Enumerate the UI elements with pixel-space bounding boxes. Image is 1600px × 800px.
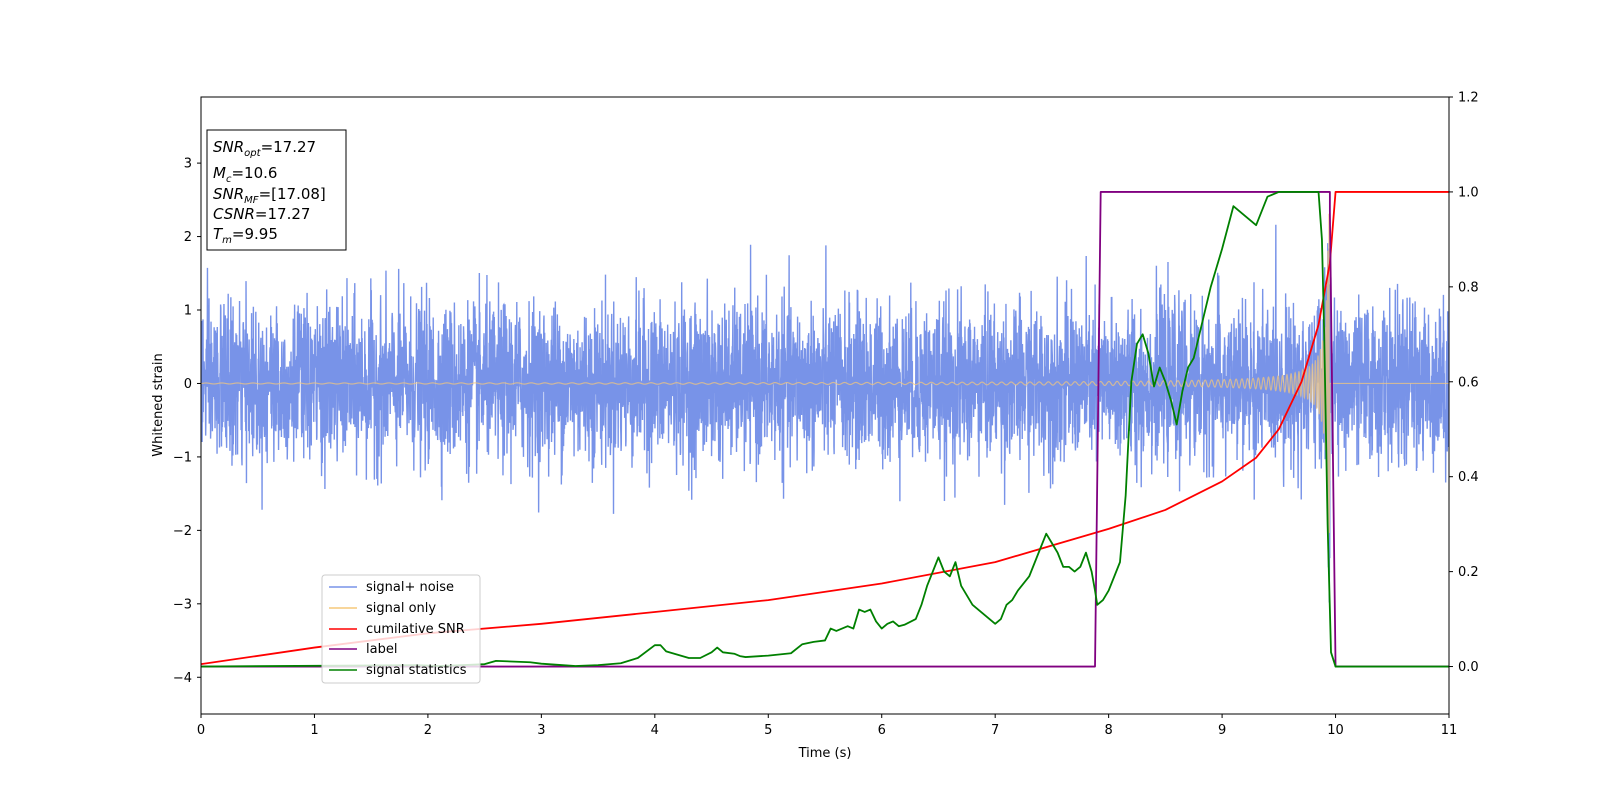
series-cumulative-snr: [201, 191, 1449, 666]
y-left-tick-label: 2: [184, 230, 192, 245]
legend-label-cumulative-snr: cumilative SNR: [366, 622, 465, 637]
x-tick-label: 7: [991, 723, 999, 738]
x-tick-label: 1: [310, 723, 318, 738]
x-tick-label: 9: [1218, 723, 1226, 738]
x-tick-label: 8: [1104, 723, 1112, 738]
y-axis-title: Whitened strain: [151, 353, 166, 456]
series-signal-only: [201, 213, 1449, 548]
y-left-tick-label: −4: [173, 671, 192, 686]
legend-label-signal-only: signal only: [366, 601, 436, 616]
y-right-tick-label: 0.4: [1458, 470, 1479, 485]
info-mc: Mc=10.6: [213, 164, 277, 185]
plot-frame: [200, 96, 1450, 715]
info-csnr: CSNR=17.27: [213, 205, 310, 223]
y-right-tick-label: 0.6: [1458, 375, 1479, 390]
legend-label-signal-statistics: signal statistics: [366, 663, 467, 678]
x-tick-label: 0: [197, 723, 205, 738]
x-tick-label: 4: [651, 723, 659, 738]
axes-layer: 0 1 2 3 4 5 6 7 8 9 10 11 −4 −3 −2 −1 0 1 2 3 0.0 0.2 0.4 0.6 0.…: [173, 91, 1479, 739]
y-left-tick-label: −2: [173, 524, 192, 539]
legend-frame: [321, 574, 481, 684]
info-snr-mf: SNRMF=[17.08]: [213, 185, 326, 206]
legend-label-label: label: [366, 642, 397, 657]
y-right-tick-label: 1.2: [1458, 91, 1479, 106]
y-left-tick-label: 1: [184, 304, 192, 319]
x-tick-label: 2: [424, 723, 432, 738]
y-left-tick-label: 3: [184, 157, 192, 172]
x-axis-title: Time (s): [798, 746, 852, 761]
x-tick-label: 10: [1327, 723, 1344, 738]
y-right-tick-label: 0.8: [1458, 280, 1479, 295]
info-box: SNRopt=17.27 Mc=10.6 SNRMF=[17.08] CSNR=…: [206, 129, 347, 251]
legend: signal+ noise signal only cumilative SNR…: [321, 574, 481, 684]
x-tick-label: 6: [878, 723, 886, 738]
y-right-tick-label: 0.2: [1458, 565, 1479, 580]
x-tick-label: 5: [764, 723, 772, 738]
info-box-frame: [206, 129, 347, 251]
y-right-tick-label: 1.0: [1458, 185, 1479, 200]
series-layer: [201, 191, 1449, 668]
info-snr-opt: SNRopt=17.27: [213, 138, 316, 159]
y-left-tick-label: −3: [173, 597, 192, 612]
info-tm: Tm=9.95: [213, 225, 278, 246]
y-left-tick-label: −1: [173, 450, 192, 465]
y-right-tick-label: 0.0: [1458, 660, 1479, 675]
x-tick-label: 3: [537, 723, 545, 738]
y-left-tick-label: 0: [184, 377, 192, 392]
series-signal-statistics: [201, 191, 1449, 668]
legend-label-signal-noise: signal+ noise: [366, 580, 454, 595]
x-tick-label: 11: [1441, 723, 1458, 738]
series-signal-noise: [201, 224, 1449, 603]
